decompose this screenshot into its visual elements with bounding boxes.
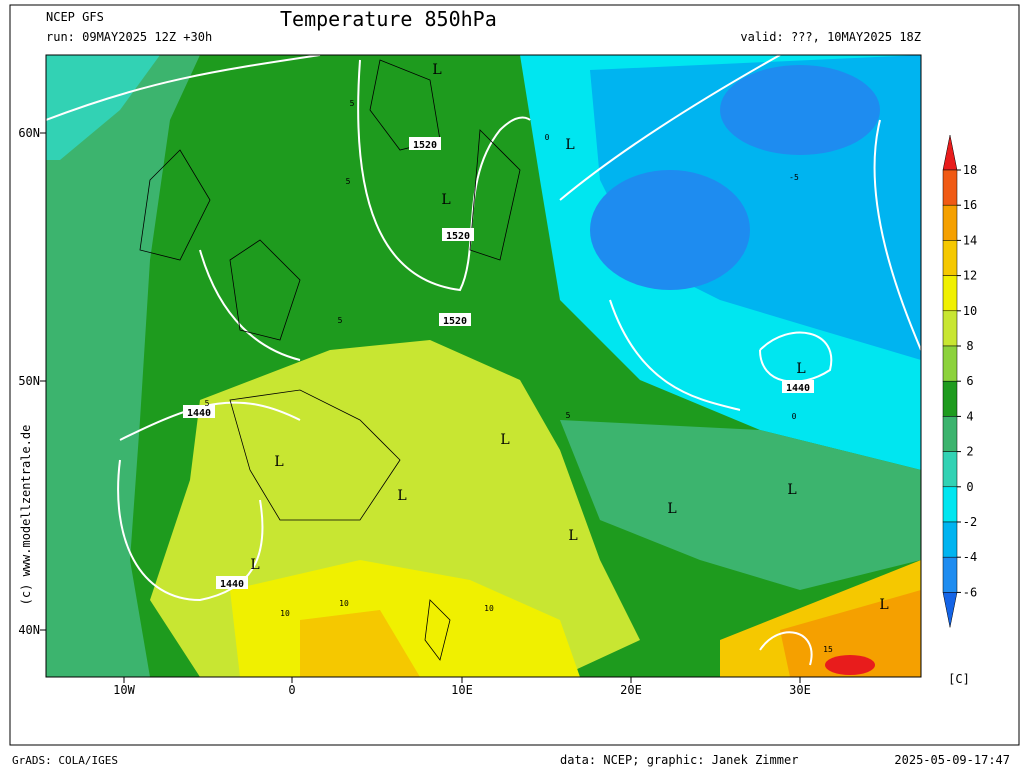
colorbar-segment bbox=[942, 275, 958, 312]
contour-label: 5 bbox=[338, 316, 343, 325]
low-marker: L bbox=[568, 528, 577, 544]
colorbar-tick-label: 6 bbox=[966, 374, 973, 388]
footer-right: 2025-05-09-17:47 bbox=[894, 753, 1010, 767]
lon-label: 10W bbox=[113, 683, 135, 697]
colorbar-tick-label: 8 bbox=[966, 339, 973, 353]
contour-label-box bbox=[442, 228, 474, 241]
contour-label: 5 bbox=[205, 399, 210, 408]
lat-label: 50N bbox=[18, 374, 40, 388]
colorbar-segment bbox=[942, 451, 958, 488]
contour-label-box bbox=[409, 137, 441, 150]
contour-label: 1520 bbox=[443, 316, 467, 327]
colorbar-tick-label: -6 bbox=[963, 585, 977, 599]
contour-label: 5 bbox=[346, 177, 351, 186]
height-contour bbox=[46, 55, 921, 666]
colorbar-unit: [C] bbox=[948, 672, 970, 686]
low-marker: L bbox=[441, 192, 450, 208]
contour-label: 1440 bbox=[187, 408, 211, 419]
colorbar-segment bbox=[942, 521, 958, 558]
contour-label: 1520 bbox=[413, 140, 437, 151]
lat-label: 60N bbox=[18, 126, 40, 140]
field bbox=[590, 170, 750, 290]
colorbar-segment bbox=[942, 240, 958, 276]
colorbar-segment bbox=[942, 310, 958, 347]
contour-label: 10 bbox=[484, 604, 494, 613]
lon-label: 0 bbox=[288, 683, 295, 697]
contour-label: 1440 bbox=[786, 383, 810, 394]
lon-label: 20E bbox=[620, 683, 642, 697]
colorbar-segment bbox=[942, 345, 958, 382]
colorbar-tick-label: 12 bbox=[963, 269, 977, 283]
contour-label-box bbox=[216, 576, 248, 589]
lat-label: 40N bbox=[18, 623, 40, 637]
colorbar-tick-label: 16 bbox=[963, 198, 977, 212]
field bbox=[780, 590, 921, 677]
footer-center: data: NCEP; graphic: Janek Zimmer bbox=[560, 753, 798, 767]
map-field bbox=[46, 55, 921, 677]
lon-label: 10E bbox=[451, 683, 473, 697]
colorbar-tick-label: 4 bbox=[966, 409, 973, 423]
credit: (c) www.modellzentrale.de bbox=[19, 425, 33, 606]
contour-label-box bbox=[439, 313, 471, 326]
contour-label: 15 bbox=[823, 645, 833, 654]
colorbar-tick-label: 2 bbox=[966, 445, 973, 459]
run-label: run: 09MAY2025 12Z +30h bbox=[46, 30, 212, 44]
colorbar-segment bbox=[942, 204, 958, 241]
contour-label: 0 bbox=[545, 133, 550, 142]
low-marker: L bbox=[397, 488, 406, 504]
colorbar-tick-label: 0 bbox=[966, 480, 973, 494]
colorbar-tip bbox=[942, 592, 958, 628]
contour-label: 10 bbox=[280, 609, 290, 618]
colorbar-tick-label: 14 bbox=[963, 233, 977, 247]
title: Temperature 850hPa bbox=[280, 7, 497, 31]
colorbar-tick-label: -4 bbox=[963, 550, 977, 564]
field bbox=[300, 610, 420, 677]
low-marker: L bbox=[879, 597, 888, 613]
footer-left: GrADS: COLA/IGES bbox=[12, 754, 118, 767]
low-marker: L bbox=[787, 482, 796, 498]
contour-label: -5 bbox=[789, 173, 799, 182]
low-marker: L bbox=[500, 432, 509, 448]
colorbar-segment bbox=[942, 486, 958, 523]
low-marker: L bbox=[250, 557, 259, 573]
field bbox=[560, 420, 921, 590]
outer-frame bbox=[9, 4, 1020, 746]
colorbar-tick-label: 18 bbox=[963, 163, 977, 177]
contour-label: 5 bbox=[566, 411, 571, 420]
valid-label: valid: ???, 10MAY2025 18Z bbox=[740, 30, 921, 44]
low-marker: L bbox=[667, 501, 676, 517]
colorbar-tick-label: 10 bbox=[963, 304, 977, 318]
colorbar-segment bbox=[942, 380, 958, 417]
colorbar-tick-label: -2 bbox=[963, 515, 977, 529]
contour-label: 10 bbox=[339, 599, 349, 608]
model-label: NCEP GFS bbox=[46, 10, 104, 24]
contour-label: 1440 bbox=[220, 579, 244, 590]
low-marker: L bbox=[796, 361, 805, 377]
contour-label: 0 bbox=[792, 412, 797, 421]
contour-label-box bbox=[183, 405, 215, 418]
low-marker: L bbox=[274, 454, 283, 470]
map-frame bbox=[45, 54, 922, 678]
colorbar-segment bbox=[942, 169, 958, 206]
field bbox=[825, 655, 875, 675]
field bbox=[720, 65, 880, 155]
colorbar-segment bbox=[942, 416, 958, 452]
field bbox=[46, 55, 160, 160]
contour-label: 1520 bbox=[446, 231, 470, 242]
lon-label: 30E bbox=[789, 683, 811, 697]
contour-label-box bbox=[782, 380, 814, 393]
colorbar-segment bbox=[942, 556, 958, 593]
low-marker: L bbox=[565, 137, 574, 153]
field bbox=[46, 55, 200, 677]
low-marker: L bbox=[432, 62, 441, 78]
contour-label: 5 bbox=[350, 99, 355, 108]
